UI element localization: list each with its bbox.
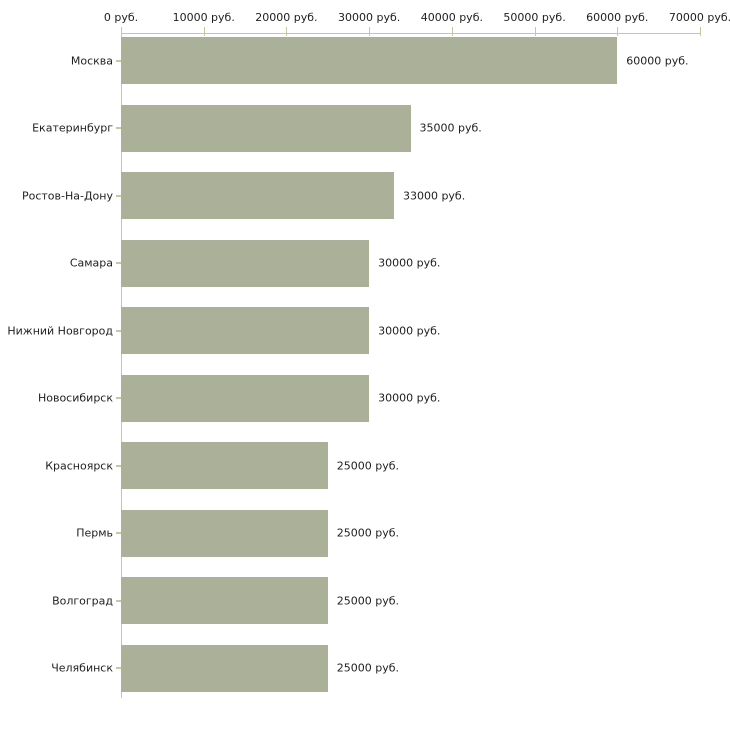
y-axis-tick-mark [116,194,121,197]
value-label: 30000 руб. [378,391,441,405]
bar-5 [121,307,370,354]
x-axis-line [121,33,701,34]
value-label: 25000 руб. [336,594,400,607]
x-axis-tick-label: 30000 руб. [338,11,401,24]
category-label: Москва [70,54,113,67]
value-label: 25000 руб. [336,661,400,675]
y-axis-tick-mark [116,599,121,602]
y-axis-tick-mark [116,464,121,467]
value-label: 25000 руб. [336,526,400,540]
y-axis-line [121,33,122,698]
x-axis-tick-label: 70000 руб. [668,11,730,24]
x-axis-tick-label: 10000 руб. [172,11,235,24]
bar-7 [121,442,328,489]
bar-8 [121,509,328,557]
category-label: Самара [69,256,113,270]
x-axis-tick-label: 0 руб. [103,11,139,24]
value-label: 30000 руб. [378,324,441,337]
y-axis-tick-mark [116,127,121,129]
x-axis-tick-mark [534,27,536,36]
value-label: 30000 руб. [378,256,441,270]
y-axis-tick-mark [116,59,121,62]
x-axis-tick-label: 50000 руб. [503,11,566,24]
x-axis-tick-mark [286,27,288,36]
x-axis-tick-mark [617,27,619,36]
value-label: 60000 руб. [626,54,689,67]
category-label: Пермь [76,526,113,540]
category-label: Ростов-На-Дону [21,189,113,202]
x-axis-tick-mark [369,27,371,36]
y-axis-tick-mark [116,262,121,264]
category-label: Нижний Новгород [7,324,113,337]
category-label: Волгоград [52,594,113,607]
x-axis-tick-label: 60000 руб. [586,11,649,24]
category-label: Красноярск [45,459,113,472]
category-label: Екатеринбург [32,121,113,135]
bar-4 [121,239,370,287]
x-axis-tick-label: 20000 руб. [255,11,318,24]
y-axis-tick-mark [116,397,121,399]
bar-9 [121,577,328,624]
bar-3 [121,172,394,219]
bar-6 [121,374,370,422]
value-label: 33000 руб. [402,189,466,202]
y-axis-tick-mark [116,532,121,534]
x-axis-tick-mark [451,27,453,36]
x-axis-tick-label: 40000 руб. [420,11,483,24]
x-axis-tick-mark [121,27,122,36]
value-label: 35000 руб. [419,121,482,135]
category-label: Челябинск [51,661,113,675]
bar-10 [121,644,328,692]
y-axis-tick-mark [116,667,121,669]
category-label: Новосибирск [37,391,113,405]
value-label: 25000 руб. [336,459,400,472]
x-axis-tick-mark [203,27,205,36]
bar-2 [121,104,411,152]
x-axis-tick-mark [700,27,701,36]
y-axis-tick-mark [116,329,121,332]
bar-1 [121,37,618,84]
